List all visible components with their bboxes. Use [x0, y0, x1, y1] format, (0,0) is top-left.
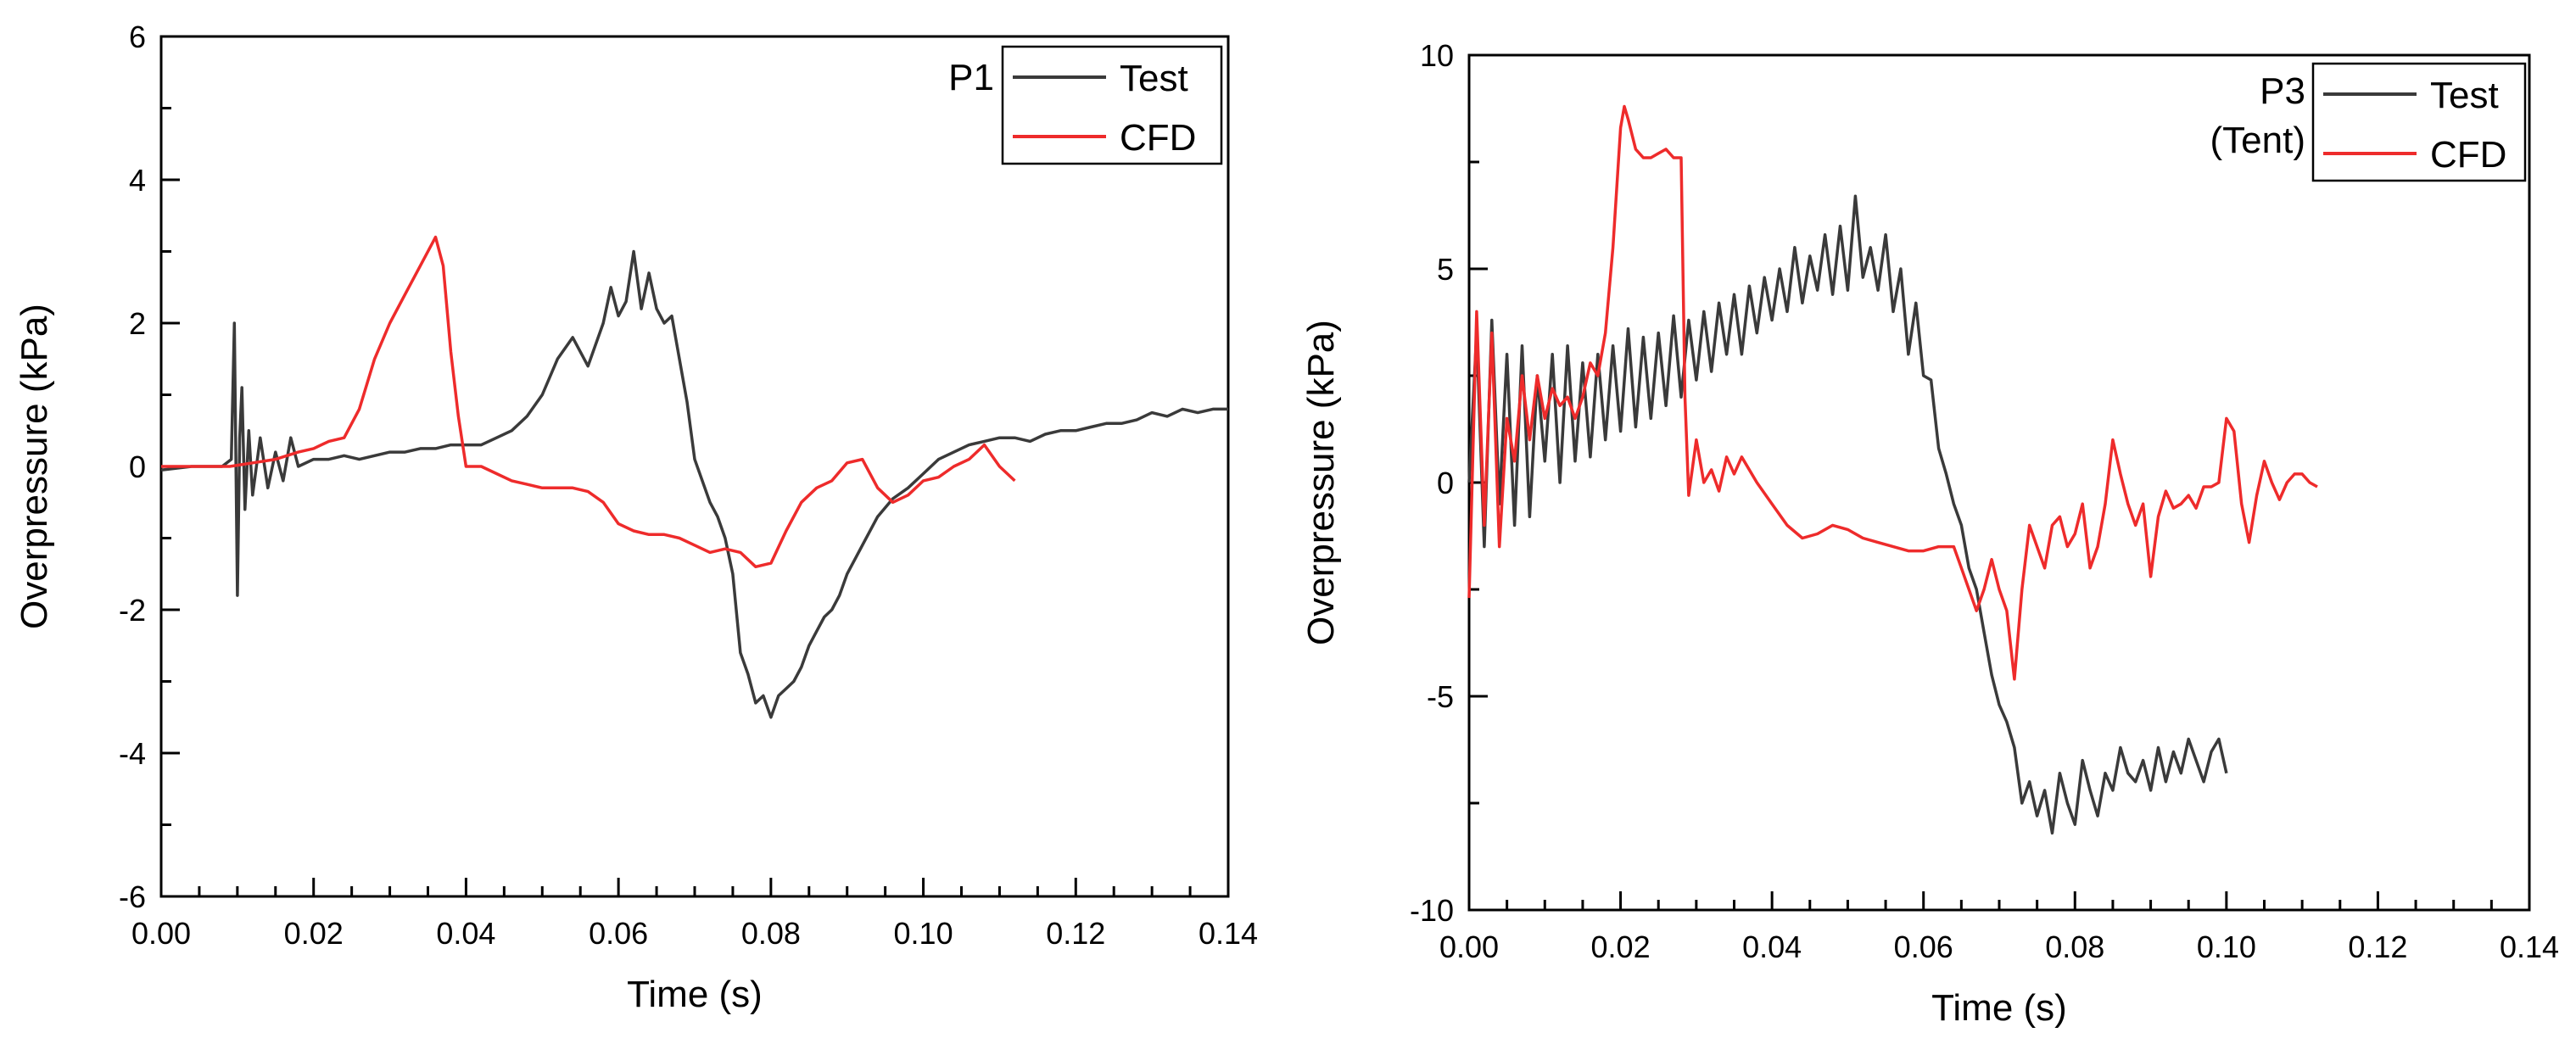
series-line-cfd — [1467, 104, 2318, 681]
y-tick-label: -5 — [1427, 679, 1454, 714]
y-tick-label: 0 — [1437, 466, 1454, 500]
y-axis-title: Overpressure (kPa) — [1300, 320, 1342, 645]
legend: Test CFD — [1001, 45, 1223, 165]
x-tick-label: 0.04 — [1742, 929, 1802, 964]
x-tick-label: 0.14 — [2500, 929, 2559, 964]
legend-box — [1001, 45, 1223, 165]
x-tick-label: 0.04 — [436, 916, 495, 951]
y-tick-label: 2 — [129, 306, 146, 341]
x-tick-label: 0.12 — [1046, 916, 1105, 951]
x-tick-label: 0.06 — [1894, 929, 1953, 964]
series-line-test — [1467, 194, 2228, 835]
legend-label-cfd: CFD — [2430, 134, 2506, 176]
y-tick-label: -4 — [119, 736, 146, 771]
x-tick-label: 0.00 — [131, 916, 191, 951]
y-tick-label: 0 — [129, 449, 146, 484]
x-axis-title: Time (s) — [1931, 987, 2067, 1029]
y-tick-label: 4 — [129, 163, 146, 198]
legend-label-cfd: CFD — [1120, 117, 1196, 159]
panel-label: (Tent) — [2210, 120, 2305, 161]
x-tick-label: 0.02 — [1591, 929, 1651, 964]
legend-box — [2311, 62, 2527, 182]
x-tick-label: 0.02 — [284, 916, 344, 951]
x-tick-label: 0.12 — [2348, 929, 2407, 964]
y-tick-label: 5 — [1437, 252, 1454, 287]
x-axis-title: Time (s) — [627, 974, 763, 1015]
y-tick-label: -6 — [119, 879, 146, 914]
legend-label-test: Test — [1120, 58, 1188, 99]
chart-panel-p1: 0.00 0.02 0.04 0.06 0.08 0.10 0.12 0.14 -6 -4 -2 0 2… — [14, 20, 1258, 1015]
y-tick-label: -2 — [119, 593, 146, 628]
x-tick-label: 0.14 — [1199, 916, 1258, 951]
x-tick-label: 0.10 — [2197, 929, 2256, 964]
y-tick-label: 10 — [1420, 38, 1454, 73]
chart-panel-p3-tent: 0.00 0.02 0.04 0.06 0.08 0.10 0.12 0.14 -10 -5 0 5 1… — [1300, 38, 2559, 1029]
legend-label-test: Test — [2430, 75, 2499, 116]
panel-label: P1 — [948, 57, 994, 98]
y-axis-title: Overpressure (kPa) — [14, 304, 55, 629]
y-tick-label: -10 — [1410, 893, 1454, 928]
panel-label: P3 — [2260, 70, 2305, 112]
x-tick-label: 0.10 — [894, 916, 953, 951]
x-tick-label: 0.06 — [589, 916, 648, 951]
legend: Test CFD — [2311, 62, 2527, 182]
x-tick-label: 0.00 — [1439, 929, 1499, 964]
y-tick-label: 6 — [129, 20, 146, 54]
x-tick-label: 0.08 — [2045, 929, 2104, 964]
series-line-cfd — [161, 235, 1016, 569]
x-tick-label: 0.08 — [741, 916, 801, 951]
